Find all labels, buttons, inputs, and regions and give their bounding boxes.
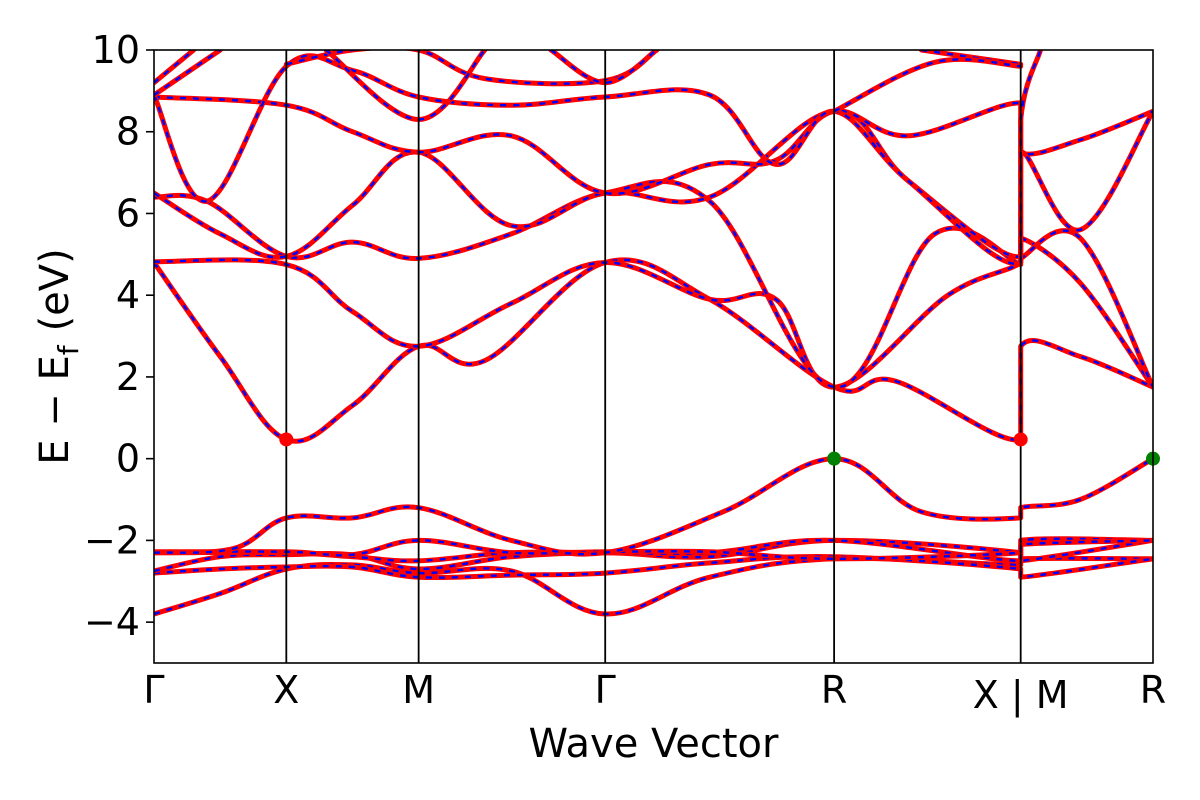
band-line-17-overlay: [550, 50, 658, 84]
y-axis-label: E − Ef (eV): [32, 248, 85, 465]
band-line-6: [154, 456, 1153, 557]
band-line-17: [548, 50, 660, 86]
band-lines: [154, 50, 1153, 617]
y-tick-label: −2: [84, 518, 140, 562]
kpoint-divider-lines: [285, 50, 1022, 663]
y-axis-label-subscript: f: [52, 344, 85, 355]
band-line-11: [154, 94, 1153, 197]
x-tick-label: X | M: [973, 673, 1069, 718]
x-tick-label: Γ: [143, 668, 164, 712]
band-line-19-overlay: [833, 58, 1021, 113]
x-axis-ticks: Γ X M Γ R X | M R: [143, 668, 1166, 718]
y-axis-label-unit: (eV): [32, 248, 78, 331]
band-line-12-overlay: [154, 50, 1042, 265]
band-line-6-overlay: [154, 457, 1153, 556]
band-line-14-overlay: [154, 50, 221, 96]
y-tick-label: 2: [116, 355, 140, 399]
band-line-7: [154, 257, 1153, 444]
band-line-16-overlay: [325, 50, 486, 121]
cbm-marker: [1013, 432, 1028, 447]
band-line-8-overlay: [154, 236, 1153, 389]
band-line-15-overlay: [286, 50, 658, 85]
x-axis-label: Wave Vector: [529, 721, 780, 767]
x-tick-label: Γ: [595, 668, 616, 712]
y-tick-label: −4: [84, 600, 140, 644]
x-tick-label: M: [402, 668, 435, 712]
x-tick-label: R: [821, 668, 847, 712]
band-line-7-overlay: [154, 258, 1153, 443]
cbm-marker: [279, 432, 294, 447]
y-axis-ticks: −4 −2 0 2 4 6 8 10: [84, 28, 154, 644]
band-line-9-overlay: [154, 180, 1153, 389]
y-axis-label-main: E − E: [32, 355, 78, 465]
y-tick-label: 6: [116, 191, 140, 235]
vbm-marker: [827, 451, 842, 466]
y-tick-label: 4: [116, 273, 140, 317]
plot-frame: [153, 49, 1154, 664]
band-line-9: [154, 178, 1153, 390]
y-tick-label: 8: [116, 110, 140, 154]
y-tick-label: 0: [116, 437, 140, 481]
x-tick-label: R: [1140, 668, 1166, 712]
band-line-19: [831, 56, 1024, 114]
y-tick-label: 10: [92, 28, 140, 72]
x-tick-label: X: [273, 668, 299, 712]
band-edge-markers: [279, 432, 1160, 466]
band-line-13-overlay: [154, 50, 195, 84]
